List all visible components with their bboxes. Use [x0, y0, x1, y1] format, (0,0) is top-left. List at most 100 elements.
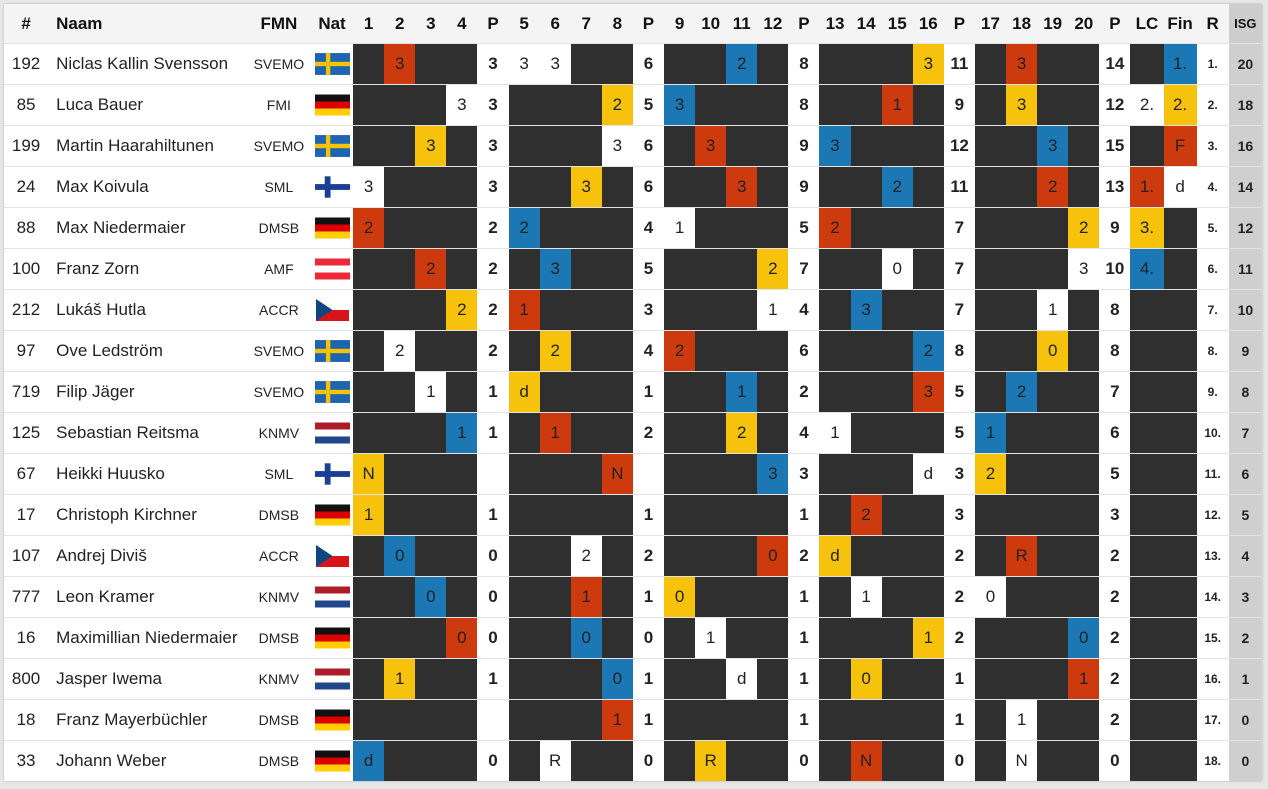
- table-row[interactable]: 719 Filip Jäger SVEMO 1 1 d 1 1 2 3 5 2 7 9. 8: [4, 371, 1262, 412]
- rider-number: 97: [4, 330, 49, 371]
- heat-result-cell: [384, 617, 416, 658]
- rider-name[interactable]: Leon Kramer: [48, 576, 247, 617]
- col-header-points-1[interactable]: P: [477, 4, 509, 43]
- points-subtotal: 3: [477, 125, 509, 166]
- col-header-nat[interactable]: Nat: [310, 4, 354, 43]
- col-header-number[interactable]: #: [4, 4, 49, 43]
- col-header-heat-1[interactable]: 1: [353, 4, 385, 43]
- rider-name[interactable]: Maximillian Niedermaier: [48, 617, 247, 658]
- nationality-cell: [310, 658, 354, 699]
- points-subtotal: 0: [632, 617, 665, 658]
- rider-name[interactable]: Heikki Huusko: [48, 453, 247, 494]
- col-header-heat-13[interactable]: 13: [819, 4, 851, 43]
- heat-result-cell: [508, 166, 540, 207]
- rider-number: 33: [4, 740, 49, 781]
- table-row[interactable]: 85 Luca Bauer FMI 3 3 2 5 3 8 1 9 3 12 2. 2. 2. 18: [4, 84, 1262, 125]
- rider-name[interactable]: Luca Bauer: [48, 84, 247, 125]
- col-header-points-5[interactable]: P: [1099, 4, 1131, 43]
- rider-name[interactable]: Andrej Diviš: [48, 535, 247, 576]
- heat-result-cell: 1: [1037, 289, 1069, 330]
- col-header-points-4[interactable]: P: [943, 4, 975, 43]
- col-header-heat-19[interactable]: 19: [1037, 4, 1069, 43]
- col-header-heat-16[interactable]: 16: [912, 4, 944, 43]
- rider-name[interactable]: Franz Mayerbüchler: [48, 699, 247, 740]
- federation-code: DMSB: [246, 699, 311, 740]
- table-row[interactable]: 199 Martin Haarahiltunen SVEMO 3 3 3 6 3 9 3 12 3 15…: [4, 125, 1262, 166]
- rider-name[interactable]: Filip Jäger: [48, 371, 247, 412]
- heat-result-cell: [1037, 84, 1069, 125]
- rider-name[interactable]: Ove Ledström: [48, 330, 247, 371]
- col-header-heat-10[interactable]: 10: [695, 4, 727, 43]
- table-row[interactable]: 88 Max Niedermaier DMSB 2 2 2 4 1 5 2 7 2 9 3. 5. 12: [4, 207, 1262, 248]
- table-row[interactable]: 100 Franz Zorn AMF 2 2 3 5 2 7 0 7 3 10 4. 6. 11: [4, 248, 1262, 289]
- table-row[interactable]: 192 Niclas Kallin Svensson SVEMO 3 3 3 3 6 2 8 3 11…: [4, 43, 1262, 84]
- table-row[interactable]: 33 Johann Weber DMSB d 0 R 0 R 0 N 0 N 0 18. 0: [4, 740, 1262, 781]
- rider-name[interactable]: Franz Zorn: [48, 248, 247, 289]
- rider-name[interactable]: Sebastian Reitsma: [48, 412, 247, 453]
- rider-name[interactable]: Christoph Kirchner: [48, 494, 247, 535]
- rider-name[interactable]: Martin Haarahiltunen: [48, 125, 247, 166]
- col-header-heat-3[interactable]: 3: [415, 4, 447, 43]
- table-row[interactable]: 24 Max Koivula SML 3 3 3 6 3 9 2 11 2 13 1. d 4. 14: [4, 166, 1262, 207]
- col-header-heat-12[interactable]: 12: [757, 4, 789, 43]
- points-subtotal: 8: [788, 43, 820, 84]
- germany-flag-icon: [314, 627, 350, 649]
- heat-result-cell: [539, 617, 571, 658]
- col-header-name[interactable]: Naam: [48, 4, 247, 43]
- heat-result-cell: [757, 43, 789, 84]
- col-header-heat-8[interactable]: 8: [601, 4, 633, 43]
- rider-name[interactable]: Niclas Kallin Svensson: [48, 43, 247, 84]
- heat-result-cell: N: [850, 740, 882, 781]
- table-row[interactable]: 97 Ove Ledström SVEMO 2 2 2 4 2 6 2 8 0 8 8. 9: [4, 330, 1262, 371]
- col-header-heat-6[interactable]: 6: [539, 4, 571, 43]
- col-header-heat-14[interactable]: 14: [850, 4, 882, 43]
- col-header-heat-15[interactable]: 15: [881, 4, 913, 43]
- col-header-fin[interactable]: Fin: [1163, 4, 1197, 43]
- rank-cell: 13.: [1196, 535, 1229, 576]
- heat-result-cell: [850, 699, 882, 740]
- table-row[interactable]: 125 Sebastian Reitsma KNMV 1 1 1 2 2 4 1 5 1 6 10. 7: [4, 412, 1262, 453]
- rider-name[interactable]: Johann Weber: [48, 740, 247, 781]
- heat-result-cell: [415, 658, 447, 699]
- table-row[interactable]: 18 Franz Mayerbüchler DMSB 1 1 1 1 1 2 17. 0: [4, 699, 1262, 740]
- table-row[interactable]: 107 Andrej Diviš ACCR 0 0 2 2 0 2 d 2 R 2 13. 4: [4, 535, 1262, 576]
- col-header-heat-18[interactable]: 18: [1006, 4, 1038, 43]
- heat-result-cell: [1068, 699, 1100, 740]
- table-row[interactable]: 777 Leon Kramer KNMV 0 0 1 1 0 1 1 2 0 2 14. 3: [4, 576, 1262, 617]
- col-header-heat-4[interactable]: 4: [446, 4, 478, 43]
- rider-number: 777: [4, 576, 49, 617]
- isg-points-cell: 10: [1228, 289, 1262, 330]
- col-header-lc[interactable]: LC: [1130, 4, 1164, 43]
- heat-result-cell: [912, 84, 944, 125]
- table-row[interactable]: 800 Jasper Iwema KNMV 1 1 0 1 d 1 0 1 1 2 16. 1: [4, 658, 1262, 699]
- final-result-cell: [1163, 330, 1197, 371]
- col-header-points-3[interactable]: P: [788, 4, 820, 43]
- col-header-heat-7[interactable]: 7: [570, 4, 602, 43]
- col-header-fmn[interactable]: FMN: [246, 4, 311, 43]
- col-header-heat-2[interactable]: 2: [384, 4, 416, 43]
- rider-name[interactable]: Jasper Iwema: [48, 658, 247, 699]
- rank-cell: 6.: [1196, 248, 1229, 289]
- isg-points-cell: 14: [1228, 166, 1262, 207]
- col-header-heat-5[interactable]: 5: [508, 4, 540, 43]
- table-row[interactable]: 16 Maximillian Niedermaier DMSB 0 0 0 0 1 1 1 2 0 2 1…: [4, 617, 1262, 658]
- heat-result-cell: [881, 535, 913, 576]
- col-header-heat-17[interactable]: 17: [974, 4, 1007, 43]
- rank-cell: 9.: [1196, 371, 1229, 412]
- col-header-heat-11[interactable]: 11: [726, 4, 758, 43]
- rider-name[interactable]: Max Niedermaier: [48, 207, 247, 248]
- heat-result-cell: [1006, 494, 1038, 535]
- federation-code: SVEMO: [246, 371, 311, 412]
- rank-cell: 16.: [1196, 658, 1229, 699]
- rider-name[interactable]: Lukáš Hutla: [48, 289, 247, 330]
- col-header-rank[interactable]: R: [1196, 4, 1229, 43]
- rider-name[interactable]: Max Koivula: [48, 166, 247, 207]
- table-row[interactable]: 67 Heikki Huusko SML N N 3 3 d 3 2 5 11. 6: [4, 453, 1262, 494]
- table-row[interactable]: 17 Christoph Kirchner DMSB 1 1 1 1 2 3 3 12. 5: [4, 494, 1262, 535]
- col-header-points-2[interactable]: P: [632, 4, 665, 43]
- heat-result-cell: 0: [384, 535, 416, 576]
- col-header-isg[interactable]: ISG: [1228, 4, 1262, 43]
- col-header-heat-9[interactable]: 9: [664, 4, 696, 43]
- table-row[interactable]: 212 Lukáš Hutla ACCR 2 2 1 3 1 4 3 7 1 8 7. 10: [4, 289, 1262, 330]
- col-header-heat-20[interactable]: 20: [1068, 4, 1100, 43]
